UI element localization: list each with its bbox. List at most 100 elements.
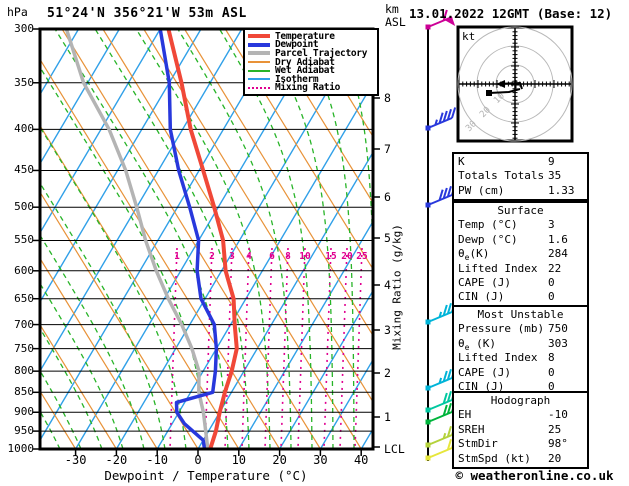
table-row: PW (cm) 1.33 bbox=[454, 184, 587, 198]
wet-adiabat-line bbox=[54, 29, 229, 449]
wet-adiabat-line bbox=[40, 234, 145, 449]
plot-border bbox=[38, 27, 375, 451]
pressure-label: 900 bbox=[14, 405, 34, 419]
wind-barb bbox=[425, 389, 457, 413]
valid-time-title: 13.01.2022 12GMT (Base: 12) bbox=[409, 6, 613, 21]
table-row-label: Temp (°C) bbox=[458, 218, 518, 232]
dry-adiabat-line bbox=[143, 29, 373, 403]
table-row-label: K bbox=[458, 155, 465, 168]
table-row: θe (K) 303 bbox=[454, 336, 587, 352]
table-row: StmDir 98° bbox=[454, 437, 587, 451]
legend-entry: Dry Adiabat bbox=[248, 56, 377, 68]
table-row-value: 303 bbox=[548, 336, 568, 350]
pressure-label: 350 bbox=[14, 75, 34, 89]
table-row: CIN (J) 0 bbox=[454, 380, 587, 394]
legend-swatch-solid bbox=[248, 61, 270, 64]
temperature-label: 20 bbox=[272, 453, 287, 467]
table-row: CIN (J) 0 bbox=[454, 290, 587, 304]
pressure-label: 750 bbox=[14, 341, 34, 355]
table-row-label: Pressure (mb) bbox=[458, 322, 545, 336]
dry-adiabat-line bbox=[265, 29, 373, 204]
legend-label: Parcel Trajectory bbox=[275, 47, 368, 59]
legend-entry: Dewpoint bbox=[248, 39, 377, 50]
legend-swatch-solid bbox=[248, 69, 270, 72]
table-row-label: Lifted Index bbox=[458, 261, 538, 275]
altitude-unit-line: ASL bbox=[385, 14, 406, 29]
copyright-watermark: © weatheronline.co.uk bbox=[455, 468, 614, 483]
pressure-label: 950 bbox=[14, 424, 34, 438]
table-row: StmSpd (kt) 20 bbox=[454, 452, 587, 466]
altitude-label: 5 bbox=[384, 231, 391, 245]
station-title: 51°24'N 356°21'W 53m ASL bbox=[47, 6, 247, 21]
legend-entry: Wet Adiabat bbox=[248, 65, 377, 76]
hodograph-table: Hodograph EH -10 SREH 25 StmDir 98° StmSpd (kt)… bbox=[452, 391, 589, 469]
mixing-ratio-label: 2 bbox=[209, 251, 215, 262]
mixing-ratio-label: 10 bbox=[299, 251, 311, 262]
temperature-curve bbox=[166, 29, 239, 449]
legend-label: Mixing Ratio bbox=[275, 82, 341, 94]
table-row-label: Dewp (°C) bbox=[458, 232, 518, 246]
table-row-value: 0 bbox=[548, 379, 555, 393]
table-row-value: 0 bbox=[548, 275, 555, 289]
pressure-label: 700 bbox=[14, 317, 34, 331]
isotherm-line bbox=[115, 29, 365, 449]
temperature-label: -30 bbox=[64, 453, 87, 467]
table-row: CAPE (J) 0 bbox=[454, 366, 587, 380]
table-row-value: 1.33 bbox=[548, 183, 575, 197]
table-title: Most Unstable bbox=[477, 308, 564, 321]
table-row-label: CAPE (J) bbox=[458, 275, 511, 289]
table-row-label: CIN (J) bbox=[458, 290, 505, 304]
pressure-label: 650 bbox=[14, 291, 34, 305]
mixing-ratio-label: 15 bbox=[325, 251, 337, 262]
temperature-label: -10 bbox=[146, 453, 169, 467]
dry-adiabat-line bbox=[306, 29, 373, 138]
altitude-unit-line: km bbox=[385, 2, 399, 16]
wet-adiabat-line bbox=[135, 29, 271, 449]
altitude-label: 2 bbox=[384, 366, 391, 380]
table-row-label: Lifted Index bbox=[458, 351, 538, 365]
wet-adiabat-line bbox=[40, 66, 208, 449]
table-row-label: SREH bbox=[458, 422, 485, 436]
temperature-axis-label: Dewpoint / Temperature (°C) bbox=[104, 468, 308, 483]
legend-label: Temperature bbox=[275, 30, 335, 42]
hodograph-trace bbox=[488, 88, 521, 94]
dry-adiabat-line bbox=[61, 29, 321, 449]
wet-adiabat-line bbox=[177, 29, 292, 449]
altitude-label: 7 bbox=[384, 142, 391, 156]
isotherm-line bbox=[238, 220, 373, 449]
table-row: Dewp (°C) 1.6 bbox=[454, 233, 587, 247]
legend-label: Dry Adiabat bbox=[275, 56, 335, 68]
mixing-ratio-label: 25 bbox=[356, 251, 368, 262]
surface-table: Surface Temp (°C) 3 Dewp (°C) 1.6 θe(K) 284 Lif… bbox=[452, 201, 589, 308]
legend-label: Isotherm bbox=[275, 73, 319, 85]
table-row: SREH 25 bbox=[454, 423, 587, 437]
table-title: Surface bbox=[497, 204, 544, 217]
dry-adiabat-line bbox=[183, 29, 373, 337]
table-row-value: 35 bbox=[548, 169, 562, 183]
hodograph-trace bbox=[497, 81, 523, 90]
table-row-value: 98° bbox=[548, 437, 568, 451]
temperature-label: 40 bbox=[353, 453, 369, 467]
dry-adiabat-line bbox=[40, 58, 281, 449]
dry-adiabat-line bbox=[40, 190, 199, 449]
legend-entry: Temperature bbox=[248, 30, 377, 42]
table-row-value: 9 bbox=[548, 155, 555, 168]
wind-barb bbox=[425, 184, 457, 208]
table-row-label: StmSpd (kt) bbox=[458, 451, 531, 465]
legend-entry: Parcel Trajectory bbox=[248, 47, 377, 59]
wind-barb bbox=[425, 424, 457, 448]
isotherm-line bbox=[278, 289, 373, 449]
hodograph-ring bbox=[457, 26, 573, 142]
pressure-label: 600 bbox=[14, 263, 34, 277]
table-title: Hodograph bbox=[490, 394, 551, 407]
wet-adiabat-line bbox=[260, 29, 334, 449]
isotherm-line bbox=[40, 29, 161, 235]
dry-adiabat-line bbox=[102, 29, 362, 449]
parcel_trajectory-curve bbox=[64, 29, 210, 449]
isotherm-line bbox=[40, 29, 121, 165]
wet-adiabat-line bbox=[218, 29, 313, 449]
isotherm-line bbox=[40, 29, 243, 373]
isotherm-line bbox=[40, 29, 284, 442]
temperature-label: 10 bbox=[231, 453, 247, 467]
legend-swatch-solid bbox=[248, 51, 270, 56]
